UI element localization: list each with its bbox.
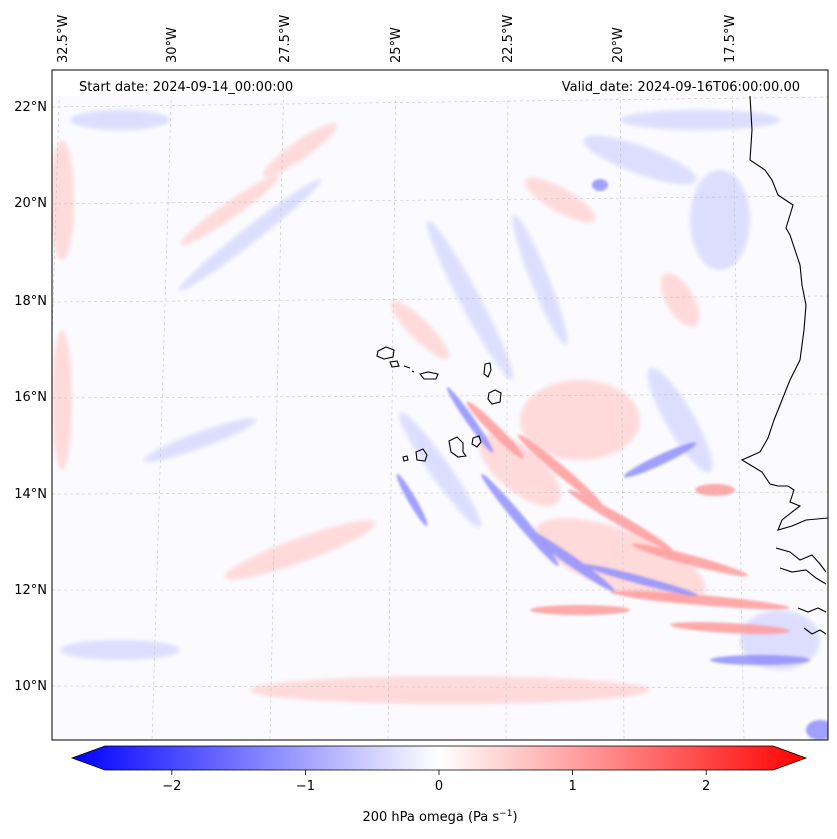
- lon-label: 27.5°W: [278, 15, 293, 63]
- colorbar-tick-label: 0: [435, 779, 443, 794]
- map-gridlines: [52, 70, 828, 740]
- colorbar-label-close: ): [512, 810, 517, 825]
- longitude-labels: 32.5°W 30°W 27.5°W 25°W 22.5°W 20°W 17.5…: [56, 15, 738, 63]
- colorbar-tick-label: 2: [702, 779, 710, 794]
- lon-label: 32.5°W: [56, 15, 71, 63]
- lat-label: 12°N: [14, 583, 47, 598]
- lon-label: 20°W: [611, 27, 626, 63]
- lat-label: 14°N: [14, 487, 47, 502]
- latitude-labels: 22°N 20°N 18°N 16°N 14°N 12°N 10°N: [14, 100, 47, 694]
- lon-label: 22.5°W: [501, 15, 516, 63]
- map-frame: [51, 69, 829, 741]
- colorbar-ticks: −2 −1 0 1 2: [162, 770, 710, 794]
- start-date-label: Start date: 2024-09-14_00:00:00: [79, 80, 293, 95]
- colorbar-label-superscript: −1: [499, 809, 512, 819]
- colorbar-tick-label: −1: [296, 779, 315, 794]
- lat-label: 10°N: [14, 679, 47, 694]
- lon-label: 25°W: [389, 27, 404, 63]
- lat-label: 20°N: [14, 196, 47, 211]
- omega-field: [52, 110, 820, 704]
- lat-label: 16°N: [14, 390, 47, 405]
- colorbar-tick-label: −2: [162, 779, 181, 794]
- lon-label: 30°W: [165, 27, 180, 63]
- date-header-band: [52, 70, 828, 96]
- lon-label: 17.5°W: [723, 15, 738, 63]
- colorbar-label-text: 200 hPa omega (Pa s: [362, 810, 499, 825]
- colorbar-tick-label: 1: [568, 779, 576, 794]
- lat-label: 18°N: [14, 294, 47, 309]
- map-plot-area: [51, 69, 829, 741]
- colorbar-label: 200 hPa omega (Pa s−1): [362, 809, 517, 825]
- colorbar-gradient: [70, 745, 808, 771]
- lat-label: 22°N: [14, 100, 47, 115]
- valid-date-label: Valid_date: 2024-09-16T06:00:00.00: [562, 80, 800, 95]
- coastline: [740, 95, 828, 635]
- cape-verde-islands: [376, 346, 502, 462]
- colorbar: −2 −1 0 1 2: [70, 745, 808, 794]
